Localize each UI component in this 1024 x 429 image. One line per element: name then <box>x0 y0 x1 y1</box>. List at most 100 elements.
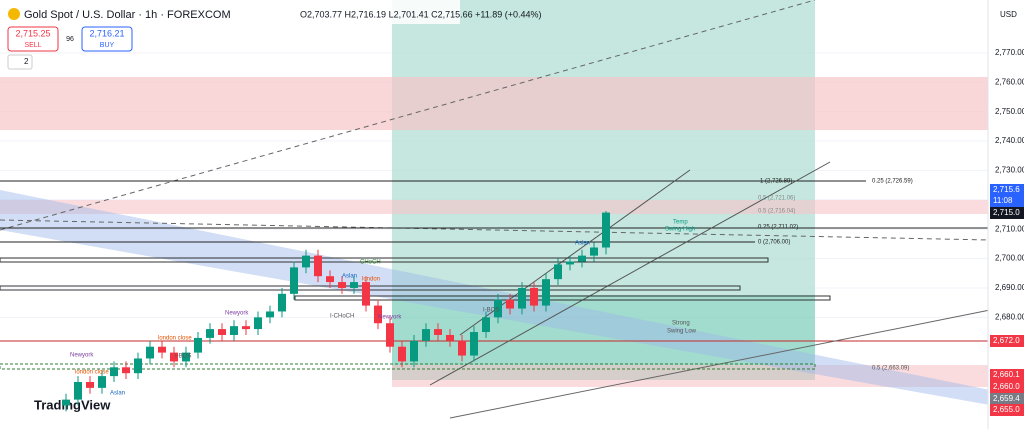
candle-body <box>518 287 526 309</box>
y-tick-label: 2,770.00 <box>995 48 1024 57</box>
annotation: I-BOS <box>483 308 499 314</box>
y-tick-label: 2,700.00 <box>995 254 1024 263</box>
candle-body <box>542 279 550 306</box>
spread: 96 <box>66 36 74 43</box>
candle-body <box>470 332 478 356</box>
y-tick-label: 2,680.00 <box>995 312 1024 321</box>
buy-button[interactable] <box>81 26 133 52</box>
price-badge <box>990 184 1024 196</box>
candle-body <box>350 282 358 288</box>
collapse-button[interactable] <box>7 54 33 70</box>
candle-body <box>362 282 370 306</box>
candle-body <box>266 311 274 318</box>
candle-body <box>314 255 322 277</box>
sell-label: SELL <box>24 42 41 49</box>
candle-body <box>590 247 598 256</box>
annotation: CHoCH <box>360 260 381 266</box>
symbol: Gold Spot / U.S. Dollar · 1h · FOREXCOM <box>24 9 231 21</box>
candle-body <box>170 352 178 362</box>
channel <box>0 190 990 405</box>
price-badge <box>990 335 1024 347</box>
price-badge-label: 2,659.4 <box>993 394 1020 403</box>
annotation: 0.25 (2,726.59) <box>872 179 913 185</box>
candle-body <box>446 334 454 341</box>
price-badge-label: 2,715.6 <box>993 185 1020 194</box>
price-badge <box>990 381 1024 393</box>
annotation: Newyork <box>70 353 94 359</box>
price-badge-label: 2,715.0 <box>993 208 1020 217</box>
price-badge <box>990 207 1024 219</box>
ohlc: O2,703.77 H2,716.19 L2,701.41 C2,715.66 … <box>300 9 542 19</box>
currency: USD <box>1000 10 1017 19</box>
candle-body <box>554 264 562 280</box>
logo <box>8 8 20 20</box>
candle-body <box>242 326 250 330</box>
header-bg <box>0 0 460 24</box>
target-zone <box>392 0 815 295</box>
candle-body <box>218 329 226 335</box>
price-badge <box>990 369 1024 381</box>
count: 2 <box>24 57 29 66</box>
candle-body <box>458 340 466 356</box>
price-badge-label: 2,660.1 <box>993 370 1020 379</box>
box <box>0 257 769 263</box>
arrow-line <box>429 161 831 386</box>
annotation: 0.5 (2,721.06) <box>758 196 795 202</box>
supply-zone <box>0 77 990 130</box>
candle-body <box>338 282 346 288</box>
candle-body <box>278 293 286 312</box>
buy-price: 2,716.21 <box>89 28 124 38</box>
candle-body <box>482 317 490 333</box>
annotation: Newyork <box>225 311 249 317</box>
candle-body <box>122 367 130 374</box>
y-tick-label: 2,690.00 <box>995 283 1024 292</box>
annotation: london <box>362 277 380 283</box>
sell-price: 2,715.25 <box>15 28 50 38</box>
candle-body <box>578 255 586 262</box>
y-tick-label: 2,740.00 <box>995 136 1024 145</box>
candle-body <box>194 337 202 353</box>
annotation: Aslan <box>342 274 357 280</box>
candle-body <box>182 352 190 362</box>
candle-body <box>494 299 502 318</box>
annotation: I-BOS <box>175 354 191 360</box>
trend-line <box>0 0 816 231</box>
trend-line <box>0 219 991 241</box>
annotation: 1 (2,726.89) <box>760 179 792 185</box>
supply-zone-2 <box>0 200 990 214</box>
candle-body <box>158 346 166 353</box>
candle-body <box>302 255 310 268</box>
candle-body <box>62 399 70 406</box>
price-badge <box>990 393 1024 405</box>
candle-body <box>86 381 94 388</box>
box <box>0 363 816 370</box>
candle-body <box>290 267 298 294</box>
buy-label: BUY <box>100 42 115 49</box>
annotation: Swing High <box>665 227 695 233</box>
price-badge-label: 11:08 <box>993 196 1013 205</box>
candle-body <box>110 367 118 377</box>
annotation: Newyork <box>378 315 402 321</box>
candle-body <box>434 329 442 335</box>
candle-body <box>206 329 214 338</box>
y-tick-label: 2,730.00 <box>995 166 1024 175</box>
price-badge-label: 2,660.0 <box>993 382 1020 391</box>
candle-body <box>602 212 610 248</box>
annotation: Strong <box>672 321 690 327</box>
candle-body <box>422 329 430 341</box>
annotation: Aslan <box>575 241 590 247</box>
annotation: 0 (2,706.00) <box>758 240 790 246</box>
price-badge-label: 2,655.0 <box>993 405 1020 414</box>
demand-zone <box>392 365 990 387</box>
y-tick-label: 2,760.00 <box>995 77 1024 86</box>
annotation: london close <box>75 370 109 376</box>
box <box>294 295 831 301</box>
candle-body <box>386 323 394 347</box>
candle-body <box>410 340 418 362</box>
sell-button[interactable] <box>7 26 59 52</box>
annotation: Aslan <box>110 391 125 397</box>
annotation: 0.5 (2,663.09) <box>872 366 909 372</box>
annotation: 0.5 (2,716.04) <box>758 209 795 215</box>
candle-body <box>374 305 382 324</box>
